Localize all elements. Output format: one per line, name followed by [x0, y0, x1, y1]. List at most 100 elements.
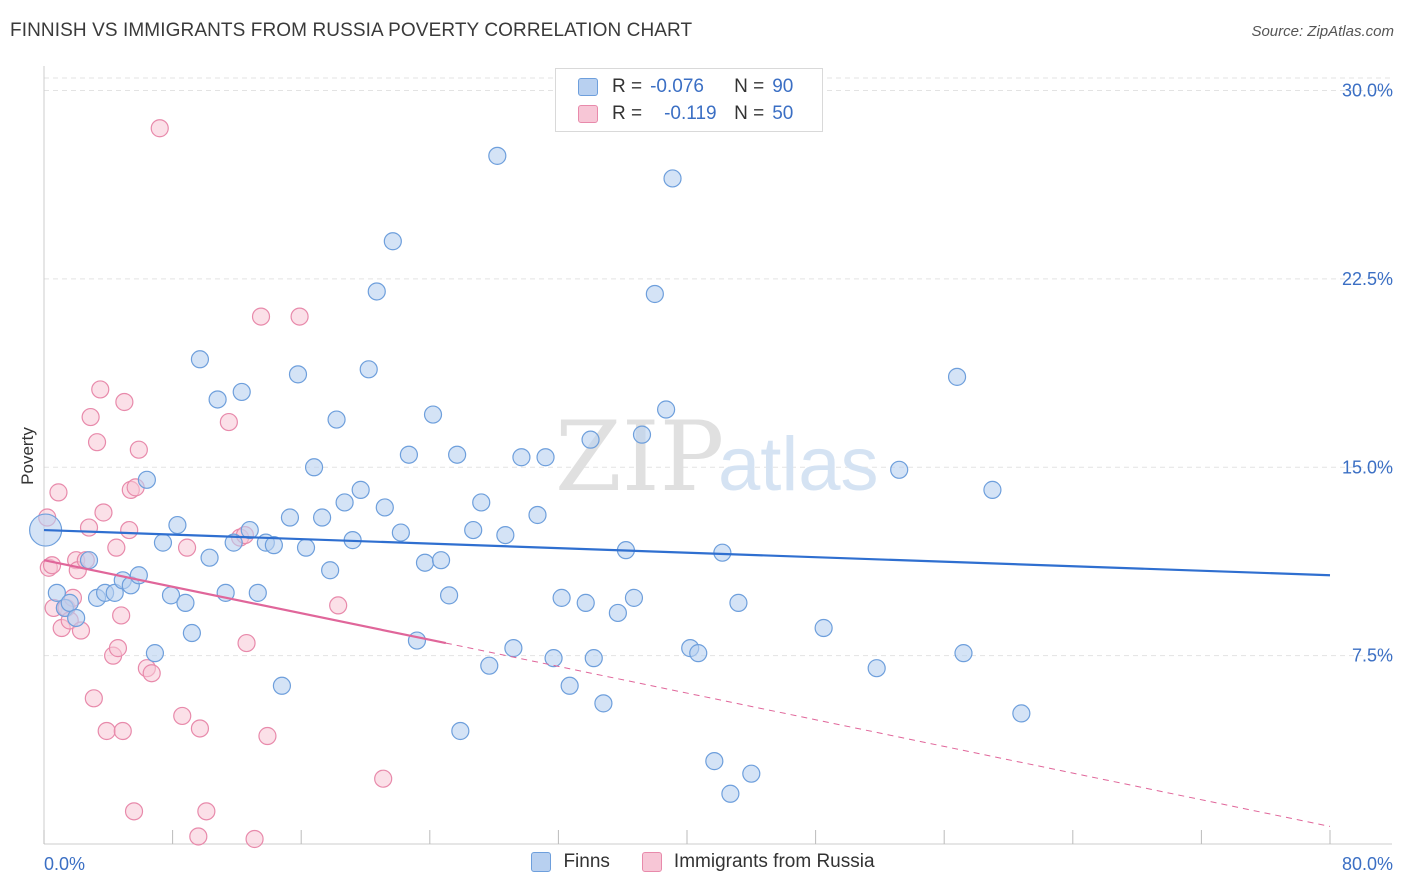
finns-point: [504, 639, 523, 658]
russia-point: [124, 802, 144, 821]
russia-point: [237, 633, 256, 653]
russia-point: [258, 726, 277, 746]
finns-point: [415, 553, 435, 572]
series-finns-points: [29, 146, 1031, 803]
finns-point: [451, 721, 470, 741]
finns-point: [1012, 704, 1031, 723]
finns-trend-line: [43, 528, 1331, 577]
finns-point: [182, 623, 201, 643]
russia-point: [97, 721, 116, 741]
y-tick-label: 22.5%: [1342, 269, 1393, 289]
finns-point: [367, 282, 386, 301]
finns-point: [448, 445, 467, 464]
finns-point: [431, 551, 451, 570]
finns-point: [168, 515, 187, 535]
stats-legend: R = -0.076 N = 90 R = -0.119 N = 50: [555, 68, 823, 132]
russia-point: [79, 518, 99, 537]
russia-point: [219, 412, 238, 432]
finns-point: [240, 520, 259, 540]
russia-point: [129, 440, 148, 459]
finns-point: [224, 533, 243, 552]
russia-trend-extension: [445, 642, 1331, 827]
finns-point: [321, 561, 340, 580]
russia-trend-line: [43, 559, 447, 645]
finns-point: [624, 588, 644, 607]
finns-point: [552, 588, 571, 607]
russia-point: [87, 433, 107, 452]
finns-point: [512, 448, 531, 467]
y-axis-label: Poverty: [18, 427, 37, 485]
finns-point: [208, 390, 227, 409]
russia-point: [189, 827, 208, 846]
finns-point: [947, 367, 967, 386]
finns-point: [312, 508, 332, 527]
finns-point: [584, 649, 603, 668]
finns-point: [721, 784, 740, 803]
russia-point: [94, 503, 113, 522]
finns-point: [335, 493, 354, 512]
watermark: ZIP atlas: [555, 401, 879, 513]
finns-point: [705, 752, 724, 771]
finns-point: [488, 146, 507, 165]
series-russia-points: [38, 119, 393, 849]
finns-point: [60, 593, 79, 612]
finns-point: [67, 608, 86, 628]
russia-point: [120, 520, 139, 540]
chart-title: FINNISH VS IMMIGRANTS FROM RUSSIA POVERT…: [10, 20, 693, 41]
russia-point: [197, 802, 216, 821]
russia-swatch: [578, 105, 598, 123]
finns-r-label: R =: [612, 76, 643, 97]
russia-point: [49, 483, 68, 502]
legend-item-russia[interactable]: Immigrants from Russia: [641, 851, 875, 873]
finns-point: [288, 365, 308, 384]
russia-point: [190, 719, 210, 738]
watermark-zip: ZIP: [555, 401, 724, 513]
x-tick-label-max: 80.0%: [1342, 854, 1393, 874]
russia-point: [329, 596, 348, 615]
russia-point: [245, 829, 264, 849]
russia-r-label: R =: [612, 103, 643, 124]
finns-point: [689, 644, 708, 663]
finns-point: [407, 631, 427, 650]
finns-n-value: 90: [772, 76, 794, 97]
finns-point: [399, 445, 419, 464]
finns-r-value: -0.076: [650, 76, 704, 97]
finns-point: [528, 505, 547, 525]
russia-point: [112, 606, 131, 625]
russia-point: [42, 556, 62, 575]
finns-point: [304, 458, 324, 477]
finns-point: [729, 593, 748, 612]
finns-point: [423, 405, 443, 424]
finns-point: [867, 659, 886, 678]
finns-point: [383, 232, 402, 251]
finns-point: [536, 448, 555, 467]
finns-point: [176, 593, 195, 612]
finns-point: [145, 644, 165, 663]
watermark-atlas: atlas: [718, 422, 879, 507]
y-tick-label: 7.5%: [1352, 646, 1393, 666]
legend-row-russia: R = -0.119 N = 50: [578, 102, 793, 126]
russia-point: [81, 407, 100, 427]
finns-point: [983, 480, 1002, 499]
finns-point: [608, 603, 627, 623]
legend-item-finns[interactable]: Finns: [531, 851, 610, 873]
finns-point: [657, 400, 676, 419]
finns-point: [814, 618, 833, 638]
finns-point: [496, 525, 515, 545]
finns-point: [645, 284, 664, 304]
finns-point: [594, 694, 613, 713]
finns-swatch: [578, 78, 598, 96]
finns-point: [272, 676, 292, 695]
finns-point: [232, 382, 251, 402]
russia-point: [150, 119, 169, 138]
finns-point: [581, 430, 600, 449]
russia-point: [173, 706, 192, 726]
finns-point: [359, 360, 378, 379]
finns-point: [79, 551, 99, 570]
finns-point: [327, 410, 346, 429]
finns-point: [742, 764, 761, 783]
finns-point: [200, 548, 219, 567]
russia-n-label: N =: [734, 103, 765, 124]
x-tick-label-min: 0.0%: [44, 854, 85, 874]
